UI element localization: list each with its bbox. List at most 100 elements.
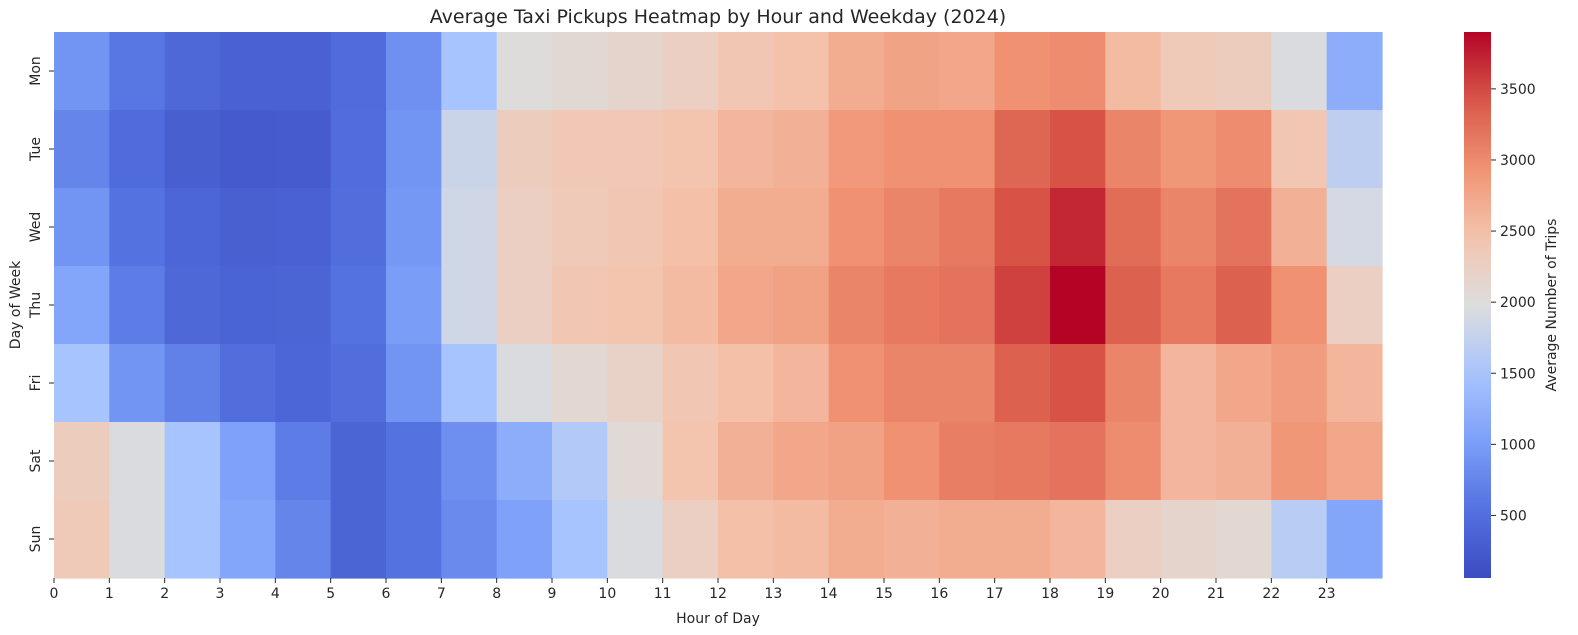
heatmap-cell-fri-0 (54, 344, 110, 423)
heatmap-cell-mon-2 (164, 32, 221, 111)
heatmap-cell-wed-16 (939, 188, 996, 267)
heatmap-cell-fri-21 (1216, 344, 1272, 423)
heatmap-cell-fri-17 (994, 344, 1051, 423)
heatmap-cell-sat-22 (1271, 422, 1328, 501)
heatmap-cell-sat-23 (1326, 422, 1383, 501)
heatmap-cell-fri-7 (441, 344, 498, 423)
x-tick-label: 3 (216, 586, 225, 602)
heatmap-cell-tue-9 (552, 110, 608, 189)
heatmap-cell-sat-16 (939, 422, 996, 501)
heatmap-cell-wed-19 (1105, 188, 1162, 267)
heatmap-cell-wed-7 (441, 188, 498, 267)
y-tick-label-sun: Sun (28, 526, 44, 553)
heatmap-cell-fri-13 (773, 344, 830, 423)
heatmap-cell-tue-0 (54, 110, 110, 189)
heatmap-cell-sat-13 (773, 422, 830, 501)
heatmap-cell-sun-16 (939, 500, 996, 579)
heatmap-cell-sun-2 (164, 500, 221, 579)
heatmap-cell-tue-14 (828, 110, 885, 189)
y-tick-label-sat: Sat (28, 449, 44, 472)
heatmap-cell-fri-5 (330, 344, 387, 423)
heatmap-cell-wed-10 (607, 188, 664, 267)
heatmap-cell-tue-19 (1105, 110, 1162, 189)
heatmap-cell-thu-1 (109, 266, 166, 345)
heatmap-cell-mon-11 (662, 32, 719, 111)
x-tick-label: 19 (1096, 586, 1114, 602)
heatmap-cell-sun-9 (552, 500, 608, 579)
heatmap-cell-sun-22 (1271, 500, 1328, 579)
x-tick-label: 16 (930, 586, 948, 602)
x-tick-label: 8 (492, 586, 501, 602)
heatmap-cell-fri-4 (275, 344, 332, 423)
heatmap-cell-sat-18 (1050, 422, 1106, 501)
heatmap-cell-sun-18 (1050, 500, 1106, 579)
heatmap-cell-sat-15 (884, 422, 940, 501)
heatmap-cell-thu-15 (884, 266, 940, 345)
heatmap-cell-tue-4 (275, 110, 332, 189)
heatmap-cell-wed-8 (496, 188, 553, 267)
heatmap-cell-wed-3 (220, 188, 276, 267)
heatmap-cell-mon-0 (54, 32, 110, 111)
heatmap-cell-tue-8 (496, 110, 553, 189)
x-tick-label: 21 (1207, 586, 1225, 602)
heatmap-cell-sat-17 (994, 422, 1051, 501)
heatmap-cell-sun-10 (607, 500, 664, 579)
x-tick-label: 10 (598, 586, 616, 602)
heatmap-cell-sat-11 (662, 422, 719, 501)
colorbar-tick-label: 500 (1500, 508, 1527, 524)
colorbar-tick-label: 1000 (1500, 437, 1536, 453)
heatmap-cell-thu-9 (552, 266, 608, 345)
heatmap-cell-fri-16 (939, 344, 996, 423)
y-tick-label-fri: Fri (28, 375, 44, 392)
heatmap-cell-thu-14 (828, 266, 885, 345)
heatmap-cell-mon-22 (1271, 32, 1328, 111)
heatmap-cell-fri-22 (1271, 344, 1328, 423)
heatmap-cell-wed-22 (1271, 188, 1328, 267)
heatmap-cell-sat-19 (1105, 422, 1162, 501)
heatmap-cell-mon-13 (773, 32, 830, 111)
heatmap-cell-tue-6 (386, 110, 442, 189)
heatmap-cell-mon-7 (441, 32, 498, 111)
heatmap-cell-tue-12 (718, 110, 774, 189)
heatmap-cell-thu-16 (939, 266, 996, 345)
heatmap-cell-tue-23 (1326, 110, 1383, 189)
heatmap-cell-sat-2 (164, 422, 221, 501)
heatmap-cell-tue-7 (441, 110, 498, 189)
heatmap-cell-sat-10 (607, 422, 664, 501)
heatmap-cell-thu-12 (718, 266, 774, 345)
heatmap-cell-sun-17 (994, 500, 1051, 579)
colorbar-tick-label: 3500 (1500, 82, 1536, 98)
heatmap-cell-wed-6 (386, 188, 442, 267)
heatmap-cell-mon-10 (607, 32, 664, 111)
heatmap-cell-wed-21 (1216, 188, 1272, 267)
heatmap-cell-thu-4 (275, 266, 332, 345)
heatmap-cell-fri-10 (607, 344, 664, 423)
heatmap-cell-sun-6 (386, 500, 442, 579)
heatmap-cell-fri-11 (662, 344, 719, 423)
heatmap-cell-sun-13 (773, 500, 830, 579)
heatmap-cell-fri-14 (828, 344, 885, 423)
colorbar: 500 1000 1500 2000 2500 3000 3500 (1464, 32, 1536, 578)
heatmap-cell-wed-12 (718, 188, 774, 267)
heatmap-cell-fri-2 (164, 344, 221, 423)
heatmap-cell-fri-3 (220, 344, 276, 423)
heatmap-cell-thu-10 (607, 266, 664, 345)
heatmap-cell-mon-9 (552, 32, 608, 111)
colorbar-tick-label: 3000 (1500, 153, 1536, 169)
heatmap-cell-sat-12 (718, 422, 774, 501)
heatmap-cell-sun-11 (662, 500, 719, 579)
y-tick-label-tue: Tue (28, 137, 44, 162)
chart-title: Average Taxi Pickups Heatmap by Hour and… (430, 6, 1006, 28)
x-tick-label: 15 (875, 586, 893, 602)
x-axis: 0 1 2 3 4 5 6 7 8 9 10 11 12 13 14 15 16 17 18 19 20 21 22 23 (50, 578, 1336, 602)
heatmap-cell-thu-0 (54, 266, 110, 345)
x-tick-label: 11 (654, 586, 672, 602)
x-tick-label: 13 (764, 586, 782, 602)
heatmap-cell-sun-20 (1160, 500, 1217, 579)
heatmap-cell-mon-14 (828, 32, 885, 111)
heatmap-cell-thu-22 (1271, 266, 1328, 345)
heatmap-cell-wed-5 (330, 188, 387, 267)
heatmap-cell-tue-17 (994, 110, 1051, 189)
heatmap-cell-sun-15 (884, 500, 940, 579)
